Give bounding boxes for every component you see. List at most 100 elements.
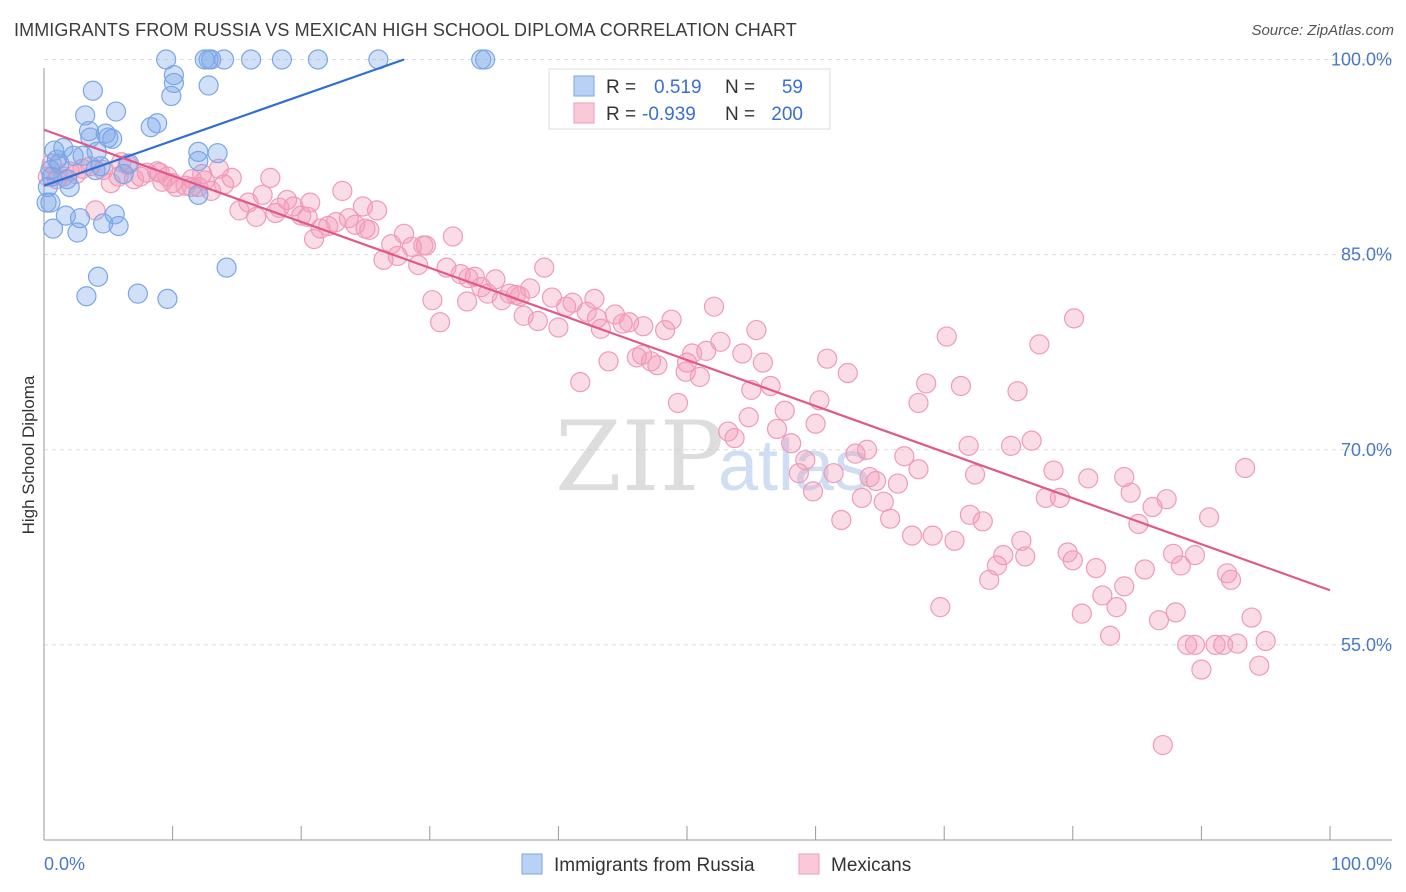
russia-point bbox=[108, 215, 129, 237]
mexicans-point bbox=[950, 375, 972, 397]
russia-point bbox=[213, 49, 235, 70]
legend-swatch-russia bbox=[521, 853, 543, 875]
mexicans-point bbox=[901, 525, 923, 546]
mexicans-point bbox=[612, 313, 633, 334]
mexicans-point bbox=[823, 463, 844, 484]
chart-title: IMMIGRANTS FROM RUSSIA VS MEXICAN HIGH S… bbox=[14, 20, 797, 40]
mexicans-point bbox=[1062, 550, 1083, 571]
russia-point bbox=[87, 266, 109, 287]
mexicans-point bbox=[916, 373, 937, 394]
mexicans-point bbox=[520, 278, 541, 299]
mexicans-point bbox=[413, 235, 434, 256]
russia-point bbox=[207, 143, 228, 164]
mexicans-point bbox=[1205, 634, 1226, 655]
mexicans-point bbox=[355, 218, 376, 239]
mexicans-point bbox=[1071, 603, 1092, 624]
mexicans-point bbox=[908, 459, 929, 480]
mexicans-point bbox=[724, 427, 745, 449]
mexicans-point bbox=[859, 466, 880, 488]
mexicans-point bbox=[788, 463, 809, 484]
russia-point bbox=[198, 75, 219, 96]
mexicans-point bbox=[631, 344, 653, 365]
mexicans-point bbox=[1163, 543, 1184, 564]
mexicans-point bbox=[922, 525, 943, 546]
mexicans-point bbox=[252, 184, 273, 205]
y-axis-label: High School Diploma bbox=[19, 375, 38, 534]
mexicans-point bbox=[959, 504, 981, 525]
mexicans-point bbox=[986, 555, 1008, 576]
mexicans-point bbox=[1184, 634, 1206, 655]
mexicans-point bbox=[845, 443, 866, 464]
russia-r-value: 0.519 bbox=[654, 77, 702, 98]
legend-swatch-mexicans bbox=[798, 853, 820, 875]
mexicans-point bbox=[598, 351, 619, 372]
mexicans-point bbox=[1007, 381, 1028, 402]
mexicans-point bbox=[1120, 482, 1141, 503]
mexicans-point bbox=[584, 288, 605, 309]
mexicans-point bbox=[485, 269, 506, 290]
mexicans-point bbox=[303, 228, 325, 250]
y-tick-label: 100.0% bbox=[1331, 50, 1392, 70]
mexicans-point bbox=[1177, 634, 1198, 655]
mexicans-point bbox=[221, 167, 242, 188]
russia-point bbox=[53, 137, 74, 159]
mexicans-point bbox=[972, 511, 993, 532]
russia-legend-swatch bbox=[573, 75, 595, 97]
watermark-atlas: atlas bbox=[718, 426, 870, 506]
mexicans-point bbox=[1227, 633, 1248, 654]
mexicans-point bbox=[332, 180, 353, 201]
mexicans-point bbox=[422, 290, 443, 311]
mexicans-point bbox=[442, 226, 464, 247]
mexicans-point bbox=[192, 163, 213, 185]
legend-label-mexicans: Mexicans bbox=[831, 855, 911, 876]
mexicans-point bbox=[689, 366, 710, 388]
watermark-zip: ZIP bbox=[555, 401, 724, 513]
russia-point bbox=[69, 208, 91, 229]
mexicans-point bbox=[1063, 308, 1085, 329]
mexicans-point bbox=[781, 433, 802, 454]
mexicans-point bbox=[930, 597, 951, 618]
mexicans-point bbox=[703, 296, 725, 317]
mexicans-point bbox=[993, 545, 1014, 566]
russia-point bbox=[216, 257, 237, 278]
russia-point bbox=[161, 85, 182, 107]
russia-point bbox=[127, 283, 148, 304]
russia-point bbox=[271, 49, 293, 70]
mexicans-point bbox=[1156, 489, 1177, 510]
mexicans-point bbox=[246, 206, 267, 228]
y-tick-label: 55.0% bbox=[1341, 635, 1392, 655]
mexicans-point bbox=[795, 450, 816, 471]
mexicans-point bbox=[964, 464, 986, 485]
russia-point bbox=[163, 65, 184, 86]
mexicans-point bbox=[393, 223, 415, 244]
y-tick-label: 85.0% bbox=[1341, 245, 1392, 265]
mexicans-point bbox=[944, 530, 965, 551]
mexicans-point bbox=[1085, 558, 1107, 579]
mexicans-points bbox=[37, 152, 1276, 756]
mexicans-point bbox=[562, 292, 583, 313]
mexicans-r-label: R = bbox=[606, 104, 636, 125]
mexicans-point bbox=[1043, 460, 1064, 481]
mexicans-point bbox=[576, 301, 597, 322]
x-axis-ticks bbox=[172, 826, 1331, 840]
mexicans-point bbox=[887, 473, 909, 494]
mexicans-point bbox=[1000, 435, 1022, 456]
legend-label-russia: Immigrants from Russia bbox=[554, 855, 755, 876]
mexicans-point bbox=[856, 439, 878, 460]
x-tick-label-left: 0.0% bbox=[44, 854, 85, 874]
mexicans-point bbox=[325, 212, 347, 233]
mexicans-point bbox=[661, 309, 682, 330]
mexicans-point bbox=[548, 317, 569, 338]
russia-point bbox=[78, 120, 100, 142]
mexicans-point bbox=[570, 372, 591, 393]
watermark: ZIP atlas bbox=[555, 401, 870, 513]
mexicans-point bbox=[1199, 507, 1220, 528]
russia-point bbox=[75, 105, 96, 126]
russia-n-value: 59 bbox=[782, 77, 803, 98]
russia-point bbox=[82, 80, 103, 101]
mexicans-point bbox=[541, 287, 563, 308]
mexicans-point bbox=[201, 180, 222, 201]
russia-point bbox=[104, 204, 125, 225]
russia-point bbox=[105, 101, 127, 122]
